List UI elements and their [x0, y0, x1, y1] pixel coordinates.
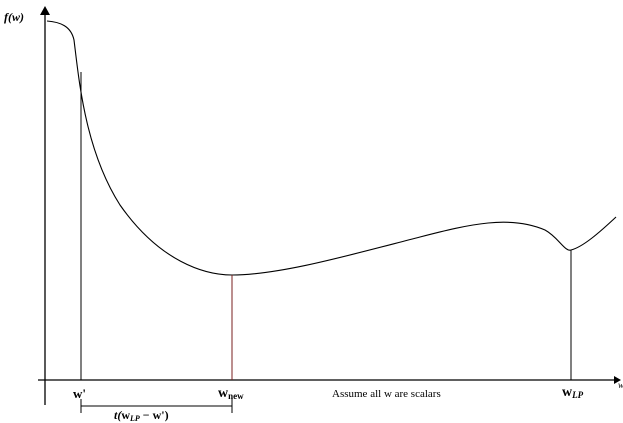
label-w-lp-main: w: [562, 385, 573, 400]
label-w-new: wnew: [218, 386, 244, 401]
function-curve: [46, 20, 617, 276]
y-axis-arrow: [40, 6, 50, 15]
label-w-new-main: w: [218, 386, 229, 401]
step-label-t: t(: [114, 408, 122, 422]
step-label: t(wLP − w'): [114, 408, 169, 423]
scalar-note: Assume all w are scalars: [332, 388, 441, 400]
x-axis-arrow: [614, 376, 621, 384]
label-w-prime: w': [73, 386, 86, 401]
x-axis-label: w: [618, 380, 623, 390]
step-label-sub: LP: [129, 414, 140, 423]
label-w-lp: wLP: [562, 385, 584, 400]
step-label-tail: − w'): [140, 408, 169, 422]
label-w-new-sub: new: [228, 391, 244, 401]
step-label-w: w: [121, 408, 130, 422]
y-axis-label: f(w): [4, 10, 24, 24]
label-w-lp-sub: LP: [571, 390, 583, 400]
